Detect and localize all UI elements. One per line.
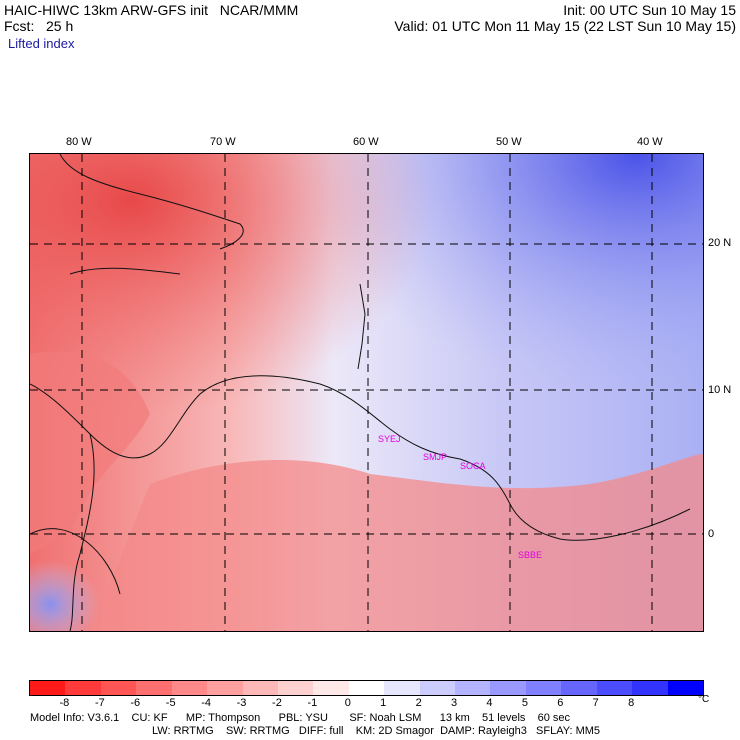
lon-label-60w: 60 W [353, 136, 379, 148]
valid-time: Valid: 01 UTC Mon 11 May 15 (22 LST Sun … [394, 18, 736, 34]
colorbar-cell [384, 681, 420, 695]
field-name: Lifted index [8, 36, 75, 51]
colorbar-tick-label: -4 [201, 697, 211, 709]
colorbar-tick-label: 6 [557, 697, 564, 709]
lat-label-10n: 10 N [708, 384, 732, 396]
colorbar-unit: °C [698, 694, 710, 705]
colorbar-tick-label: -8 [59, 697, 70, 709]
colorbar-tick-label: 2 [415, 697, 422, 709]
field-south-america-unstable [90, 454, 703, 631]
colorbar-cell [100, 681, 137, 695]
colorbar-cell [419, 681, 456, 695]
colorbar-tick-label: 3 [450, 697, 458, 709]
colorbar-tick-label: -2 [272, 697, 282, 709]
init-time: Init: 00 UTC Sun 10 May 15 [563, 2, 736, 18]
station-soca: SOCA [460, 461, 486, 471]
colorbar-tick-label: 8 [628, 697, 635, 709]
station-sbbe: SBBE [518, 550, 543, 560]
colorbar-cell [561, 681, 597, 695]
colorbar-cell [65, 681, 101, 695]
lon-label-80w: 80 W [66, 136, 92, 148]
colorbar-tick-label: -1 [307, 697, 318, 709]
lifted-index-map: SYEJ SMJP SOCA SBBE [29, 153, 704, 632]
title-left: HAIC-HIWC 13km ARW-GFS init NCAR/MMM [4, 2, 299, 18]
colorbar-cell [207, 681, 243, 695]
colorbar-cell [242, 681, 278, 695]
lat-label-0: 0 [708, 528, 715, 540]
colorbar-tick-label: 0 [344, 697, 351, 709]
model-info-line-2: LW: RRTMG SW: RRTMG DIFF: full KM: 2D Sm… [152, 725, 601, 737]
colorbar-cell [30, 681, 66, 695]
forecast-hour: Fcst: 25 h [4, 18, 74, 34]
colorbar-cell [455, 681, 491, 695]
lon-label-50w: 50 W [496, 136, 522, 148]
colorbar-tick-label: 5 [521, 697, 528, 709]
coastlines [30, 154, 691, 631]
colorbar-tick-label: -7 [94, 697, 105, 709]
colorbar [29, 680, 704, 696]
colorbar-cell [171, 681, 208, 695]
colorbar-cell [277, 681, 314, 695]
lat-lon-grid [30, 154, 703, 631]
colorbar-tick-label: -3 [236, 697, 247, 709]
field-pacific-stable [30, 454, 230, 631]
colorbar-cell [632, 681, 668, 695]
colorbar-cell [313, 681, 349, 695]
colorbar-cell [667, 681, 704, 695]
colorbar-cell [136, 681, 172, 695]
lat-label-20n: 20 N [708, 237, 732, 249]
colorbar-tick-label: 1 [380, 697, 387, 709]
colorbar-tick-label: 4 [486, 697, 493, 709]
colorbar-cell [525, 681, 562, 695]
colorbar-tick-label: -6 [130, 697, 141, 709]
lon-label-40w: 40 W [637, 136, 663, 148]
colorbar-cell [490, 681, 526, 695]
lon-label-70w: 70 W [210, 136, 236, 148]
colorbar-tick-label: 7 [592, 697, 599, 709]
colorbar-tick-label: -5 [165, 697, 176, 709]
station-syej: SYEJ [378, 434, 401, 444]
colorbar-cell [348, 681, 385, 695]
station-smjp: SMJP [423, 452, 448, 462]
colorbar-cell [596, 681, 633, 695]
map-canvas [30, 154, 703, 631]
model-info-line-1: Model Info: V3.6.1 CU: KF MP: Thompson P… [30, 712, 571, 724]
